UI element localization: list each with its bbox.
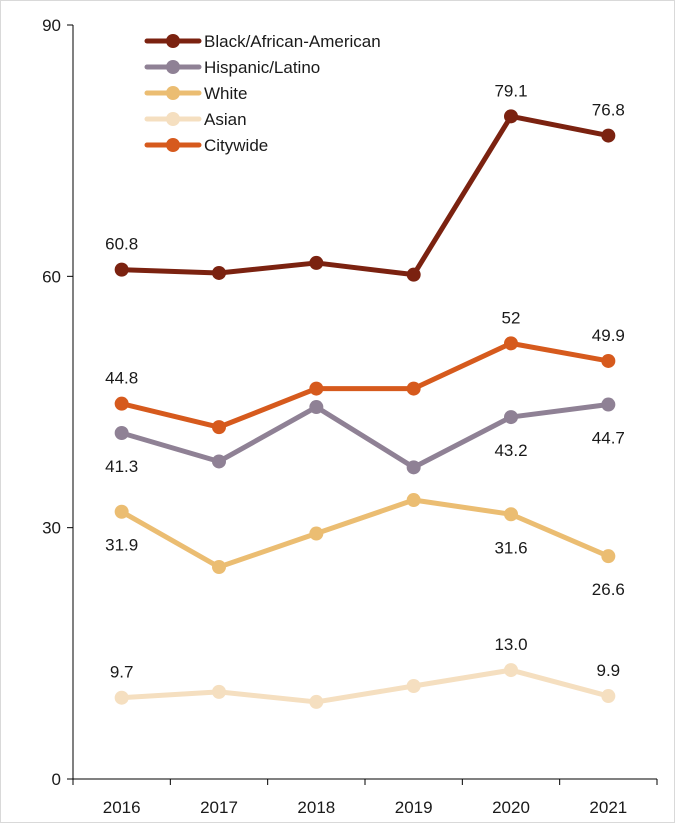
series-line — [119, 497, 611, 570]
x-tick-label: 2017 — [200, 798, 238, 817]
legend-marker — [166, 112, 180, 126]
data-labels: 60.8 79.1 76.8 41.3 43.2 44.7 31.9 31.6 26.6 9.7 1… — [105, 81, 625, 681]
y-tick-label: 60 — [42, 267, 61, 286]
data-point — [212, 454, 226, 469]
x-tick-label: 2020 — [492, 798, 530, 817]
y-tick-label: 30 — [42, 519, 61, 538]
data-point — [601, 549, 616, 564]
x-tick-label: 2019 — [395, 798, 433, 817]
data-point — [309, 381, 324, 396]
data-point — [309, 255, 324, 270]
data-point — [504, 410, 518, 425]
data-point — [114, 690, 129, 705]
data-point — [114, 396, 129, 411]
data-label: 49.9 — [592, 326, 625, 345]
legend: Black/African-American Hispanic/Latino Whi… — [144, 32, 381, 155]
data-label: 31.6 — [494, 538, 527, 557]
data-point — [114, 262, 129, 277]
data-point — [406, 460, 421, 475]
data-point — [309, 526, 324, 541]
data-point — [601, 689, 616, 704]
data-label: 9.7 — [110, 663, 134, 682]
series-line — [119, 113, 611, 278]
legend-label: Citywide — [204, 136, 268, 155]
series-line — [119, 340, 611, 430]
data-label: 44.8 — [105, 369, 138, 388]
data-point — [406, 381, 421, 396]
data-label: 76.8 — [592, 101, 625, 120]
data-label: 79.1 — [494, 81, 527, 100]
data-label: 43.2 — [494, 441, 527, 460]
data-point — [504, 336, 518, 351]
x-ticks: 2016 2017 2018 2019 2020 2021 — [72, 779, 658, 817]
series-line — [119, 402, 611, 470]
data-point — [601, 397, 616, 412]
data-point — [114, 504, 129, 519]
data-label: 31.9 — [105, 536, 138, 555]
data-point — [212, 265, 226, 280]
data-label: 52 — [502, 308, 521, 327]
data-label: 13.0 — [494, 635, 527, 654]
data-point — [309, 400, 324, 415]
data-point — [504, 507, 518, 522]
x-tick-label: 2021 — [589, 798, 627, 817]
data-point — [601, 128, 616, 143]
series-line — [119, 667, 611, 705]
data-point — [601, 353, 616, 368]
data-label: 9.9 — [597, 661, 621, 680]
series-group — [114, 109, 616, 709]
data-point — [504, 663, 518, 678]
data-point — [309, 694, 324, 709]
data-point — [406, 267, 421, 282]
data-label: 26.6 — [592, 580, 625, 599]
legend-label: Black/African-American — [204, 32, 381, 51]
data-label: 60.8 — [105, 235, 138, 254]
legend-marker — [166, 86, 180, 100]
data-point — [212, 684, 226, 699]
legend-marker — [166, 60, 180, 74]
legend-marker — [166, 34, 180, 48]
y-ticks: 0 30 60 90 — [42, 16, 73, 789]
axes — [72, 25, 657, 780]
data-point — [504, 109, 518, 124]
data-point — [114, 425, 129, 440]
data-point — [406, 493, 421, 508]
data-point — [406, 679, 421, 694]
data-point — [212, 420, 226, 435]
x-tick-label: 2016 — [103, 798, 141, 817]
y-tick-label: 0 — [52, 770, 61, 789]
y-tick-label: 90 — [42, 16, 61, 35]
legend-label: Asian — [204, 110, 247, 129]
legend-label: White — [204, 84, 247, 103]
data-label: 41.3 — [105, 457, 138, 476]
x-tick-label: 2018 — [297, 798, 335, 817]
legend-marker — [166, 138, 180, 152]
data-label: 44.7 — [592, 429, 625, 448]
legend-label: Hispanic/Latino — [204, 58, 320, 77]
data-point — [212, 560, 226, 575]
